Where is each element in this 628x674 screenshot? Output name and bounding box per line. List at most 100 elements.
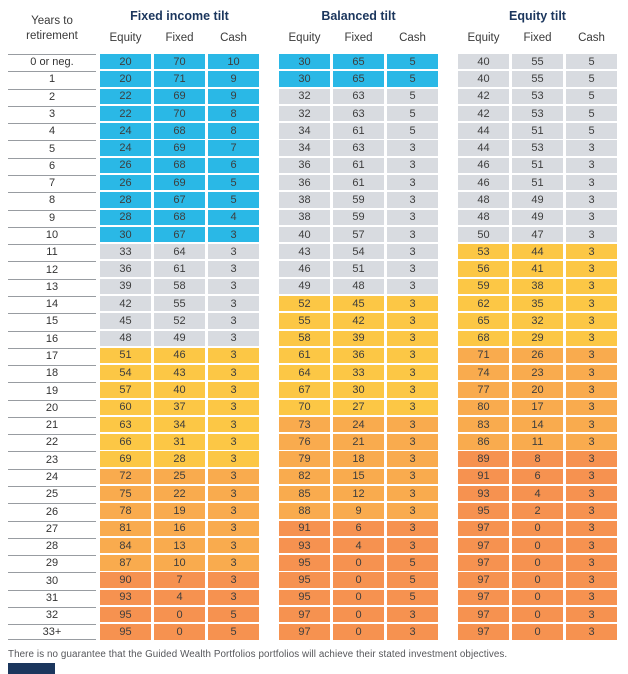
tilt-group-cells: 59 38 3 xyxy=(458,278,617,295)
table-row: 2 22 69 9 32 63 5 42 53 5 xyxy=(8,88,628,104)
allocation-cell: 49 xyxy=(279,278,330,295)
column-header-equity: Equity xyxy=(109,32,142,44)
allocation-cell: 78 xyxy=(100,503,151,519)
allocation-cell: 3 xyxy=(566,624,617,640)
allocation-cell: 0 xyxy=(333,555,384,571)
tilt-group-cells: 36 61 3 xyxy=(279,157,438,174)
allocation-cell: 3 xyxy=(566,330,617,346)
tilt-group-cells: 95 0 5 xyxy=(279,572,438,588)
allocation-cell: 3 xyxy=(387,174,438,191)
allocation-cell: 0 xyxy=(333,572,384,588)
allocation-cell: 3 xyxy=(566,347,617,364)
allocation-cell: 0 xyxy=(333,607,384,623)
allocation-cell: 40 xyxy=(279,226,330,243)
group-header-equity-tilt: Equity tilt Equity Fixed Cash xyxy=(458,8,617,48)
allocation-cell: 40 xyxy=(458,71,509,87)
tilt-group-cells: 20 70 10 xyxy=(100,54,259,70)
years-label: 24 xyxy=(8,468,96,484)
allocation-cell: 64 xyxy=(279,365,330,381)
allocation-cell: 65 xyxy=(333,54,384,70)
allocation-cell: 97 xyxy=(458,607,509,623)
allocation-cell: 82 xyxy=(279,468,330,485)
years-label: 12 xyxy=(8,261,96,276)
tilt-group-cells: 64 33 3 xyxy=(279,365,438,381)
allocation-cell: 65 xyxy=(458,313,509,329)
allocation-cell: 53 xyxy=(512,105,563,122)
allocation-cell: 28 xyxy=(100,209,151,225)
allocation-cell: 3 xyxy=(387,278,438,295)
allocation-cell: 65 xyxy=(333,71,384,87)
allocation-cell: 3 xyxy=(208,365,259,381)
allocation-cell: 47 xyxy=(512,226,563,243)
allocation-cell: 32 xyxy=(279,105,330,122)
tilt-group-cells: 38 59 3 xyxy=(279,209,438,225)
years-label: 4 xyxy=(8,123,96,138)
tilt-group-cells: 36 61 3 xyxy=(100,261,259,277)
allocation-cell: 42 xyxy=(333,313,384,329)
allocation-cell: 40 xyxy=(154,382,205,398)
allocation-cell: 22 xyxy=(100,105,151,122)
allocation-cell: 59 xyxy=(333,192,384,208)
allocation-cell: 36 xyxy=(100,261,151,277)
tilt-group-cells: 97 0 3 xyxy=(458,555,617,571)
allocation-cell: 95 xyxy=(100,607,151,623)
allocation-cell: 5 xyxy=(387,54,438,70)
years-header-line1: Years to xyxy=(31,15,73,28)
allocation-cell: 20 xyxy=(100,71,151,87)
group-title: Balanced tilt xyxy=(321,9,396,23)
allocation-cell: 58 xyxy=(279,330,330,346)
allocation-cell: 74 xyxy=(458,365,509,381)
allocation-cell: 34 xyxy=(279,140,330,156)
allocation-cell: 3 xyxy=(566,192,617,208)
allocation-cell: 0 xyxy=(512,607,563,623)
allocation-cell: 3 xyxy=(387,226,438,243)
years-label: 6 xyxy=(8,157,96,173)
allocation-cell: 3 xyxy=(566,555,617,571)
tilt-group-cells: 55 42 3 xyxy=(279,313,438,329)
allocation-cell: 3 xyxy=(566,174,617,191)
allocation-cell: 3 xyxy=(387,157,438,174)
allocation-cell: 5 xyxy=(208,174,259,191)
allocation-cell: 38 xyxy=(512,278,563,295)
allocation-cell: 3 xyxy=(387,140,438,156)
allocation-cell: 3 xyxy=(208,451,259,467)
tilt-group-cells: 68 29 3 xyxy=(458,330,617,346)
group-column-headers: Equity Fixed Cash xyxy=(279,32,438,48)
table-row: 11 33 64 3 43 54 3 53 44 3 xyxy=(8,244,628,260)
allocation-cell: 24 xyxy=(333,416,384,433)
tilt-group-cells: 22 70 8 xyxy=(100,105,259,122)
tilt-group-cells: 77 20 3 xyxy=(458,382,617,398)
years-label: 19 xyxy=(8,382,96,397)
tilt-group-cells: 54 43 3 xyxy=(100,365,259,381)
allocation-cell: 0 xyxy=(512,537,563,554)
column-header-fixed: Fixed xyxy=(165,32,194,44)
allocation-cell: 54 xyxy=(100,365,151,381)
tilt-group-cells: 95 0 5 xyxy=(100,624,259,640)
allocation-cell: 55 xyxy=(154,295,205,312)
allocation-cell: 16 xyxy=(154,520,205,536)
allocation-cell: 88 xyxy=(279,503,330,519)
column-header-equity: Equity xyxy=(467,32,500,44)
table-header: Years to retirement Fixed income tilt Eq… xyxy=(8,8,628,48)
tilt-group-cells: 53 44 3 xyxy=(458,244,617,260)
tilt-group-cells: 74 23 3 xyxy=(458,365,617,381)
allocation-cell: 14 xyxy=(512,416,563,433)
allocation-cell: 3 xyxy=(387,451,438,467)
allocation-cell: 97 xyxy=(279,607,330,623)
table-row: 5 24 69 7 34 63 3 44 53 3 xyxy=(8,140,628,156)
allocation-cell: 55 xyxy=(512,54,563,70)
allocation-cell: 2 xyxy=(512,503,563,519)
table-row: 12 36 61 3 46 51 3 56 41 3 xyxy=(8,261,628,277)
allocation-cell: 25 xyxy=(154,468,205,485)
tilt-group-cells: 34 61 5 xyxy=(279,123,438,139)
allocation-cell: 46 xyxy=(458,174,509,191)
allocation-cell: 97 xyxy=(458,572,509,588)
years-label: 16 xyxy=(8,330,96,346)
tilt-group-cells: 22 69 9 xyxy=(100,88,259,104)
table-row: 28 84 13 3 93 4 3 97 0 3 xyxy=(8,537,628,554)
column-header-cash: Cash xyxy=(399,32,426,44)
years-label: 11 xyxy=(8,244,96,259)
allocation-cell: 3 xyxy=(566,468,617,485)
tilt-group-cells: 30 67 3 xyxy=(100,226,259,243)
table-row: 14 42 55 3 52 45 3 62 35 3 xyxy=(8,295,628,312)
